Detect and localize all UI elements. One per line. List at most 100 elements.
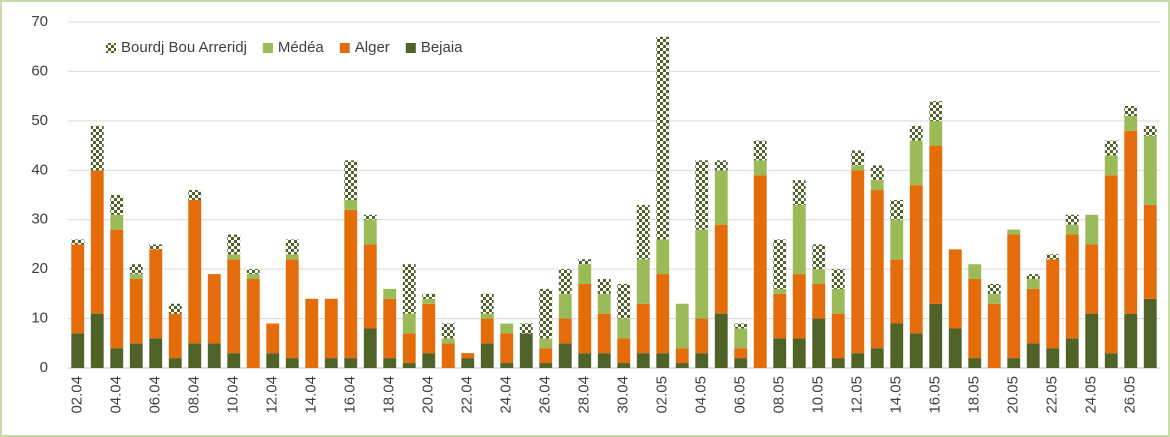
bar-segment xyxy=(695,229,709,319)
bar-segment xyxy=(1046,348,1060,368)
bar-segment xyxy=(831,269,845,289)
x-tick-label: 02.05 xyxy=(654,376,671,414)
bar-segment xyxy=(773,293,787,339)
bar-segment xyxy=(792,338,806,368)
x-tick-label: 08.05 xyxy=(771,376,788,414)
bar-segment xyxy=(168,313,182,359)
bar-segment xyxy=(519,333,533,368)
bar-segment xyxy=(500,363,514,368)
bar-segment xyxy=(110,348,124,368)
bar-segment xyxy=(851,353,865,368)
bar-segment xyxy=(441,338,455,344)
bar-segment xyxy=(363,328,377,368)
bar-segment xyxy=(909,333,923,368)
bar-segment xyxy=(753,160,767,176)
bar-segment xyxy=(792,274,806,339)
x-tick-label: 06.04 xyxy=(147,376,164,414)
bar-segment xyxy=(909,140,923,186)
bar-segment xyxy=(1007,358,1021,368)
bar-segment xyxy=(363,214,377,220)
bar-segment xyxy=(968,358,982,368)
bar-segment xyxy=(422,293,436,299)
x-tick-label: 10.05 xyxy=(810,376,827,414)
x-tick-label: 20.05 xyxy=(1005,376,1022,414)
bar-segment xyxy=(402,333,416,364)
bar-segment xyxy=(812,283,826,319)
bar-segment xyxy=(461,358,475,368)
bar-segment xyxy=(890,323,904,368)
bar-segment xyxy=(168,303,182,314)
bar-segment xyxy=(1007,229,1021,235)
bar-segment xyxy=(402,313,416,334)
bar-segment xyxy=(909,185,923,334)
bar-segment xyxy=(734,358,748,368)
x-tick-label: 04.05 xyxy=(693,376,710,414)
bar-segment xyxy=(812,269,826,284)
bar-segment xyxy=(675,363,689,368)
legend-label: Médéa xyxy=(278,39,325,56)
x-tick-label: 24.04 xyxy=(498,376,515,414)
bar-segment xyxy=(1104,353,1118,368)
y-tick-label: 60 xyxy=(31,62,48,79)
bar-segment xyxy=(558,343,572,368)
x-tick-label: 30.04 xyxy=(615,376,632,414)
bar-segment xyxy=(285,254,299,260)
bar-segment xyxy=(1085,313,1099,368)
x-tick-label: 20.04 xyxy=(420,376,437,414)
legend-swatch xyxy=(339,43,350,53)
bar-segment xyxy=(656,353,670,368)
bar-segment xyxy=(110,214,124,230)
bar-segment xyxy=(246,279,260,368)
bar-segment xyxy=(1065,338,1079,368)
bar-segment xyxy=(675,348,689,364)
bar-segment xyxy=(500,323,514,334)
bar-segment xyxy=(246,269,260,275)
bar-segment xyxy=(480,313,494,319)
bar-segment xyxy=(558,269,572,294)
bar-segment xyxy=(792,204,806,275)
bar-segment xyxy=(539,348,553,364)
bar-segment xyxy=(636,353,650,368)
bar-segment xyxy=(636,204,650,260)
bar-segment xyxy=(1124,313,1138,368)
bar-segment xyxy=(831,288,845,314)
bar-segment xyxy=(129,279,143,344)
bar-segment xyxy=(168,358,182,368)
bar-segment xyxy=(597,353,611,368)
bar-segment xyxy=(383,288,397,299)
bar-segment xyxy=(246,274,260,280)
bar-segment xyxy=(266,323,280,354)
bar-segment xyxy=(617,338,631,364)
bar-segment xyxy=(344,358,358,368)
bar-segment xyxy=(675,303,689,349)
bar-segment xyxy=(656,239,670,275)
x-tick-label: 10.04 xyxy=(225,376,242,414)
bar-segment xyxy=(617,363,631,368)
bar-segment xyxy=(1104,155,1118,176)
bar-segment xyxy=(1065,234,1079,339)
bar-segment xyxy=(753,175,767,368)
bar-segment xyxy=(441,343,455,368)
bar-segment xyxy=(188,190,202,200)
bar-segment xyxy=(695,160,709,230)
bar-segment xyxy=(890,259,904,324)
bar-segment xyxy=(968,264,982,280)
bar-segment xyxy=(71,244,85,334)
x-tick-label: 08.04 xyxy=(186,376,203,414)
bar-segment xyxy=(714,170,728,225)
bar-segment xyxy=(344,209,358,359)
bar-segment xyxy=(968,279,982,359)
bar-segment xyxy=(207,343,221,368)
bar-segment xyxy=(441,323,455,339)
bar-segment xyxy=(597,313,611,354)
bar-segment xyxy=(461,353,475,359)
bar-segment xyxy=(987,293,1001,304)
bar-segment xyxy=(870,180,884,191)
x-tick-label: 14.05 xyxy=(888,376,905,414)
bar-segment xyxy=(695,318,709,354)
bar-segment xyxy=(207,274,221,344)
bar-segment xyxy=(714,160,728,171)
bar-segment xyxy=(1143,125,1157,136)
